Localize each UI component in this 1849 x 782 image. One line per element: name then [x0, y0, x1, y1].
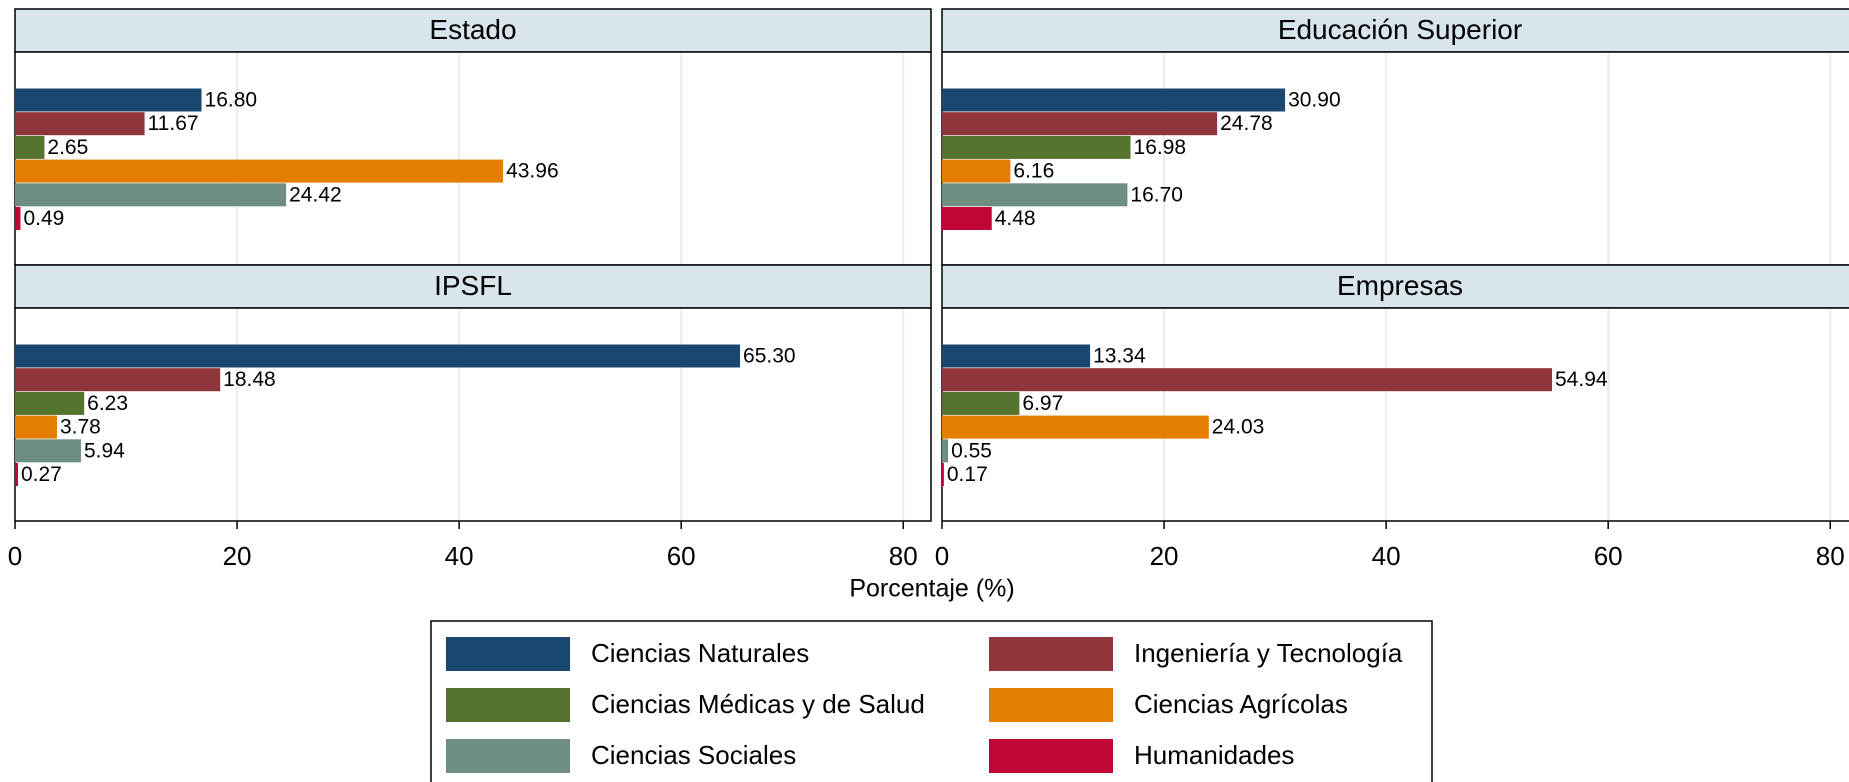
panel-plot — [14, 51, 932, 266]
value-label: 2.65 — [47, 136, 88, 159]
legend-swatch — [989, 688, 1113, 722]
x-tick-label: 60 — [1594, 541, 1623, 571]
value-label: 6.23 — [87, 392, 128, 415]
panel-title: Estado — [429, 14, 516, 45]
x-tick-label: 80 — [1816, 541, 1845, 571]
legend-box — [430, 620, 1433, 782]
x-axis-label: Porcentaje (%) — [849, 575, 1014, 603]
x-tick-label: 40 — [1372, 541, 1401, 571]
bar — [15, 207, 21, 230]
value-label: 24.42 — [289, 183, 342, 206]
bar — [942, 439, 949, 463]
value-label: 0.27 — [21, 463, 62, 486]
bar — [942, 88, 1286, 112]
bar — [942, 159, 1011, 183]
value-label: 6.16 — [1013, 160, 1054, 183]
x-tick-label: 40 — [445, 541, 474, 571]
bar — [942, 415, 1209, 439]
panel-title: IPSFL — [434, 270, 512, 301]
legend-label: Humanidades — [1134, 740, 1294, 770]
bar — [15, 159, 504, 183]
bar — [15, 391, 85, 415]
value-label: 13.34 — [1093, 345, 1146, 368]
bar — [15, 439, 81, 463]
value-label: 16.98 — [1134, 136, 1187, 159]
bar — [942, 207, 992, 230]
value-label: 5.94 — [84, 439, 125, 462]
legend-label: Ciencias Naturales — [591, 638, 809, 668]
value-label: 54.94 — [1555, 368, 1608, 391]
x-tick-label: 0 — [8, 541, 22, 571]
bar — [15, 415, 57, 439]
bar — [942, 344, 1091, 368]
value-label: 6.97 — [1022, 392, 1063, 415]
bar — [15, 135, 45, 159]
bar — [15, 183, 287, 207]
bar — [15, 463, 18, 486]
value-label: 16.80 — [205, 89, 258, 112]
bar — [15, 344, 741, 368]
bar — [942, 391, 1020, 415]
panel-strip — [14, 264, 932, 309]
value-label: 16.70 — [1130, 183, 1183, 206]
value-label: 65.30 — [743, 345, 796, 368]
legend-label: Ingeniería y Tecnología — [1134, 638, 1403, 668]
bar — [942, 183, 1128, 207]
legend-swatch — [989, 739, 1113, 773]
value-label: 0.55 — [951, 439, 992, 462]
bar — [942, 112, 1218, 136]
value-label: 3.78 — [60, 416, 101, 439]
legend-label: Ciencias Sociales — [591, 740, 796, 770]
legend-label: Ciencias Agrícolas — [1134, 689, 1348, 719]
x-tick-label: 20 — [223, 541, 252, 571]
bar — [15, 88, 202, 112]
value-label: 11.67 — [148, 112, 199, 135]
value-label: 18.48 — [223, 368, 276, 391]
legend-swatch — [989, 637, 1113, 671]
bar — [15, 112, 145, 136]
value-label: 0.49 — [23, 207, 64, 230]
x-tick-label: 60 — [667, 541, 696, 571]
x-tick-label: 80 — [889, 541, 918, 571]
value-label: 0.17 — [947, 463, 988, 486]
panel-strip — [941, 8, 1849, 53]
panel-plot — [941, 307, 1849, 522]
value-label: 30.90 — [1288, 89, 1341, 112]
panel-plot — [14, 307, 932, 522]
x-tick-label: 0 — [935, 541, 949, 571]
bar — [942, 135, 1131, 159]
bar — [15, 368, 221, 392]
bar — [942, 463, 944, 486]
x-tick-label: 20 — [1150, 541, 1179, 571]
bar — [942, 368, 1553, 392]
legend-swatch — [446, 637, 570, 671]
panel-title: Empresas — [1337, 270, 1463, 301]
value-label: 24.78 — [1220, 112, 1273, 135]
legend-swatch — [446, 688, 570, 722]
panel-strip — [941, 264, 1849, 309]
value-label: 4.48 — [995, 207, 1036, 230]
legend-label: Ciencias Médicas y de Salud — [591, 689, 925, 719]
value-label: 24.03 — [1212, 416, 1265, 439]
panel-title: Educación Superior — [1278, 14, 1522, 45]
value-label: 43.96 — [506, 160, 559, 183]
legend-swatch — [446, 739, 570, 773]
panel-strip — [14, 8, 932, 53]
